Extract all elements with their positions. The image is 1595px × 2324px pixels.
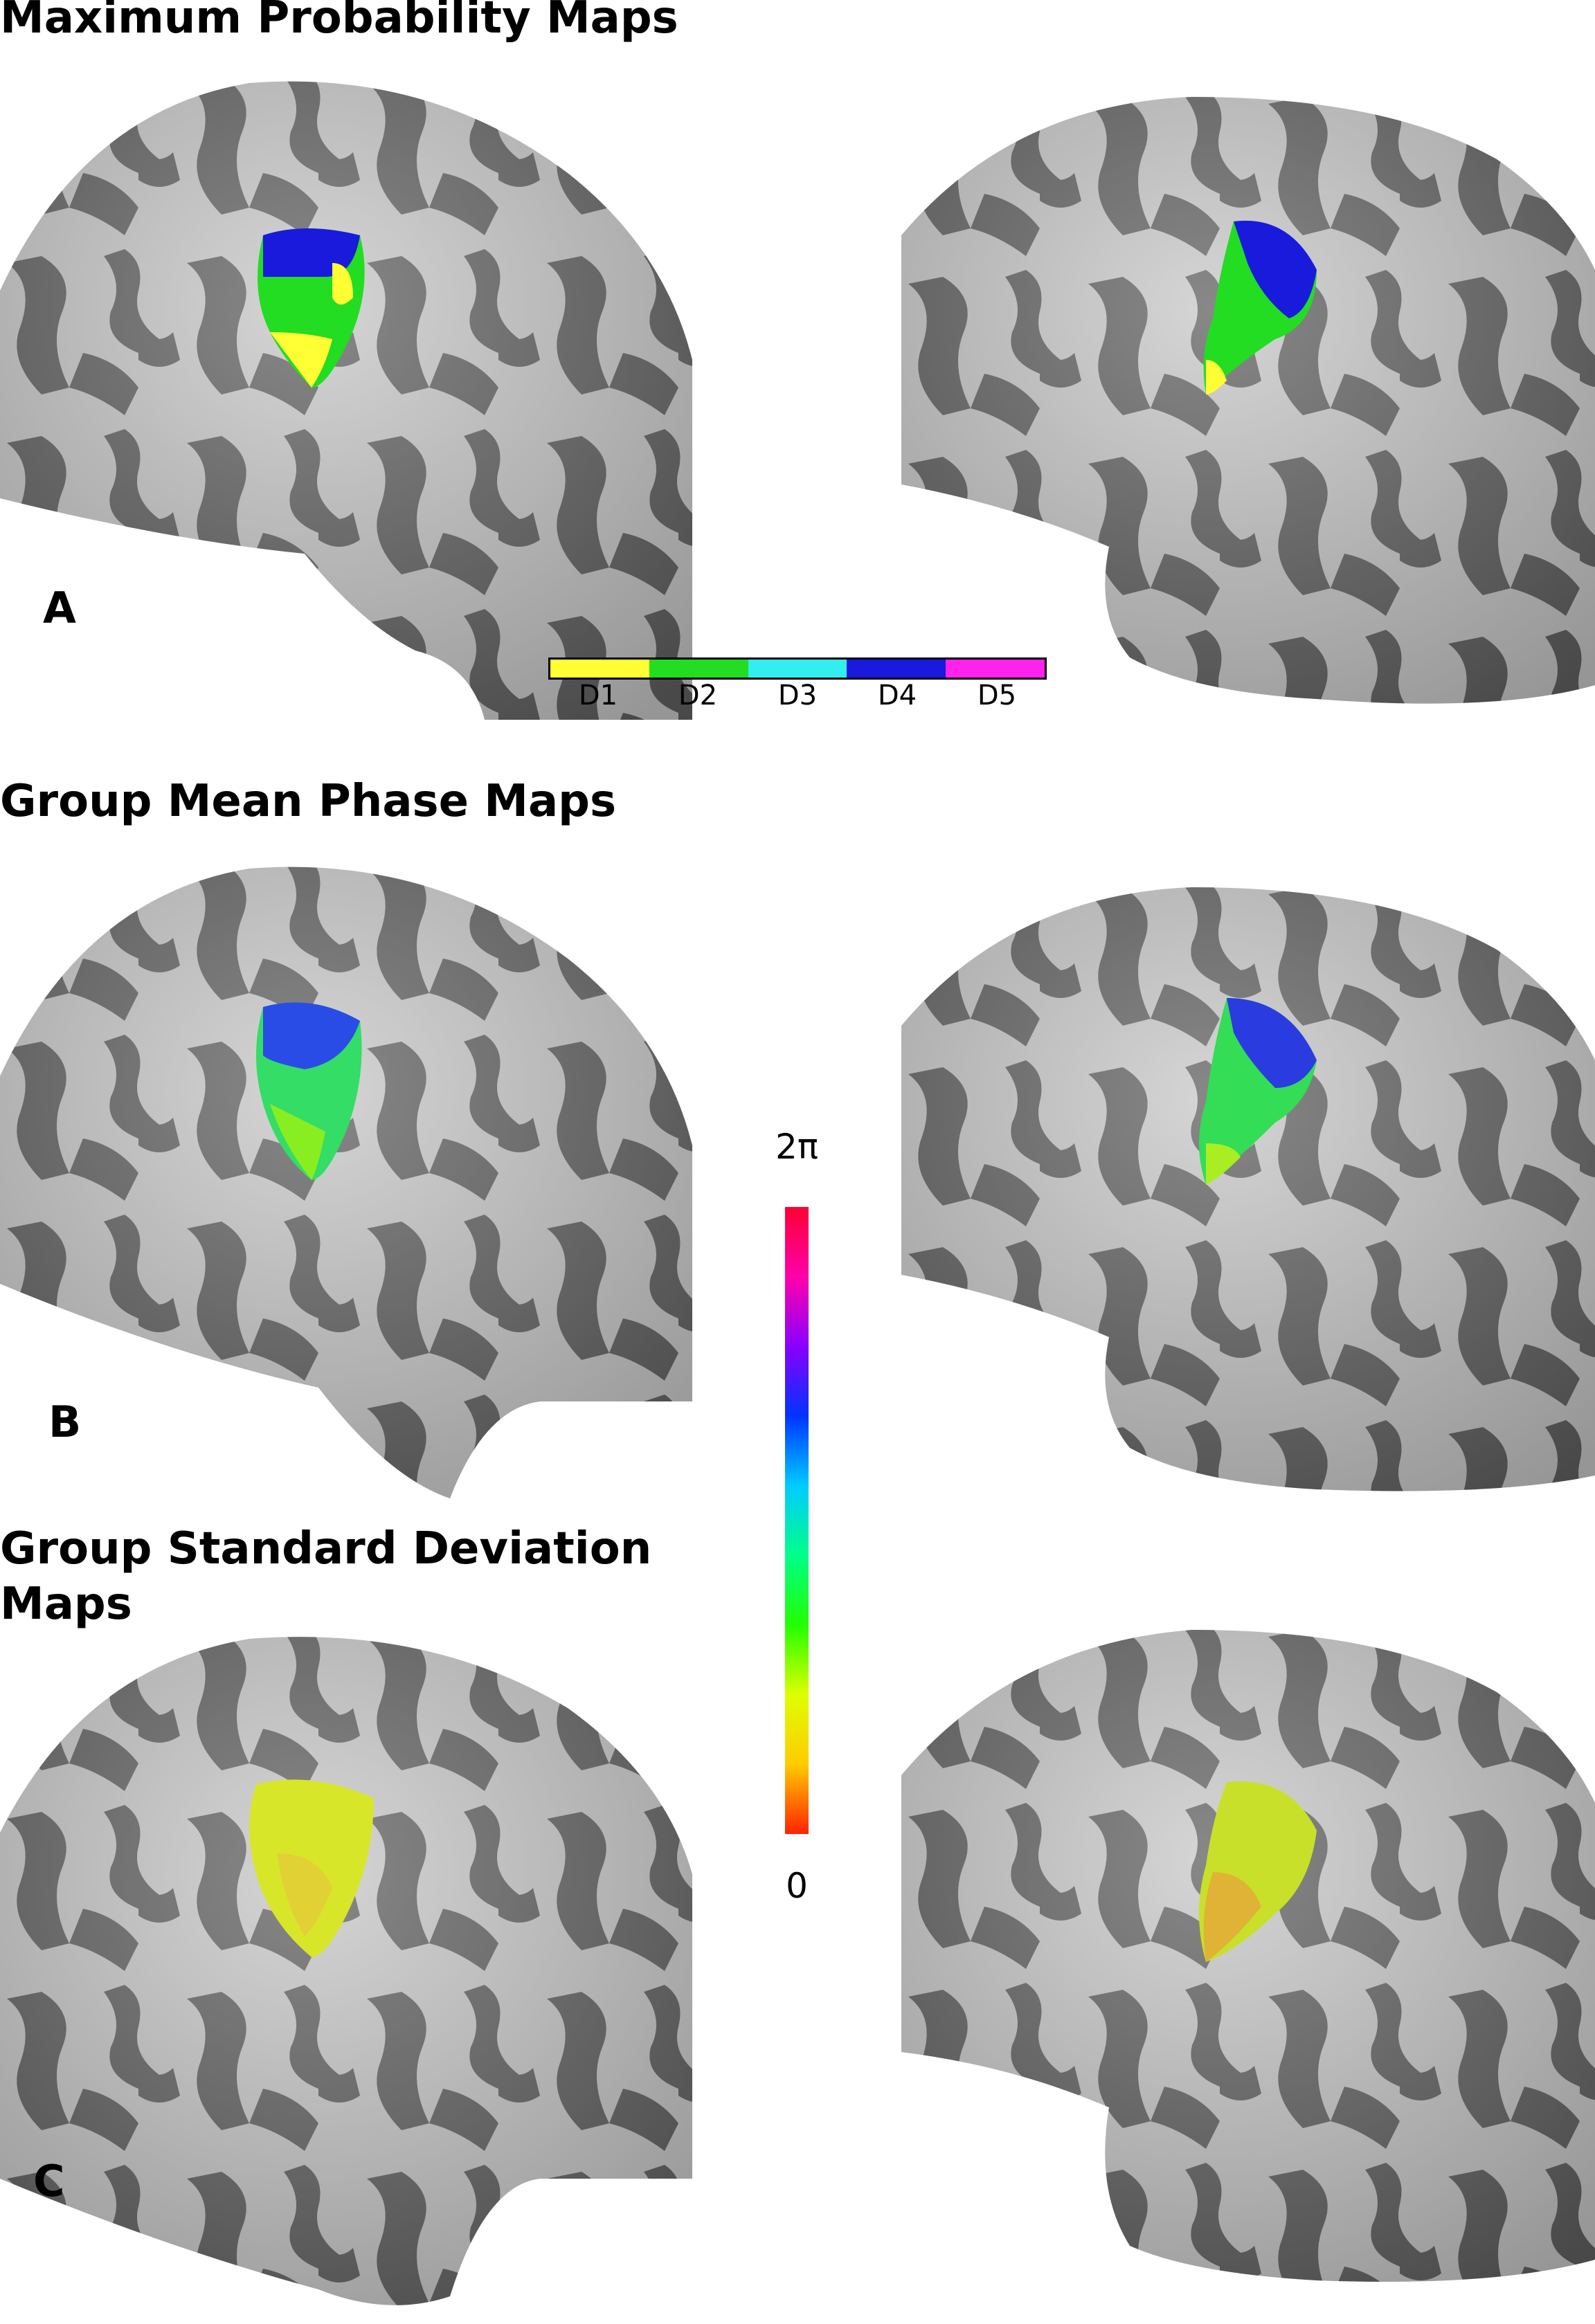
title-group-mean-phase-maps: Group Mean Phase Maps bbox=[0, 776, 617, 827]
digit-legend-bar bbox=[548, 657, 1047, 680]
title-group-sd-line2: Maps bbox=[0, 1579, 132, 1630]
title-group-sd-line1: Group Standard Deviation bbox=[0, 1523, 652, 1574]
phase-colorbar bbox=[785, 1207, 809, 1834]
legend-swatch-d5 bbox=[946, 660, 1045, 678]
digit-map-patch-left-a bbox=[258, 228, 365, 388]
panel-label-b: B bbox=[48, 1397, 82, 1447]
digit-legend-labels: D1 D2 D3 D4 D5 bbox=[548, 680, 1047, 711]
brain-right-hemisphere-b bbox=[901, 887, 1595, 1491]
legend-label-d5: D5 bbox=[977, 680, 1017, 711]
panel-label-a: A bbox=[43, 583, 76, 633]
legend-label-d1: D1 bbox=[578, 680, 618, 711]
digit-map-patch-right-a bbox=[1203, 220, 1317, 394]
brain-right-hemisphere-c bbox=[901, 1630, 1595, 2282]
brain-left-hemisphere-c bbox=[0, 1637, 692, 2305]
legend-label-d3: D3 bbox=[777, 680, 818, 711]
brain-left-hemisphere-a bbox=[0, 81, 692, 720]
panel-label-c: C bbox=[33, 2156, 65, 2206]
phase-map-patch-left-b bbox=[256, 1002, 362, 1180]
legend-label-d2: D2 bbox=[678, 680, 718, 711]
brain-right-hemisphere-a bbox=[901, 97, 1595, 704]
sd-map-patch-right-c bbox=[1199, 1781, 1317, 1962]
title-maximum-probability-maps: Maximum Probability Maps bbox=[0, 0, 678, 44]
legend-swatch-d3 bbox=[748, 660, 847, 678]
title-group-sd-maps: Group Standard Deviation Maps bbox=[0, 1521, 651, 1632]
legend-swatch-d2 bbox=[649, 660, 748, 678]
brain-left-hemisphere-b bbox=[0, 866, 692, 1498]
sd-map-patch-left-c bbox=[249, 1779, 374, 1957]
phase-map-patch-right-b bbox=[1199, 998, 1317, 1185]
legend-swatch-d1 bbox=[550, 660, 649, 678]
legend-label-d4: D4 bbox=[877, 680, 917, 711]
phase-colorbar-bottom-label: 0 bbox=[786, 1866, 808, 1906]
legend-swatch-d4 bbox=[847, 660, 946, 678]
phase-colorbar-top-label: 2π bbox=[775, 1127, 818, 1167]
